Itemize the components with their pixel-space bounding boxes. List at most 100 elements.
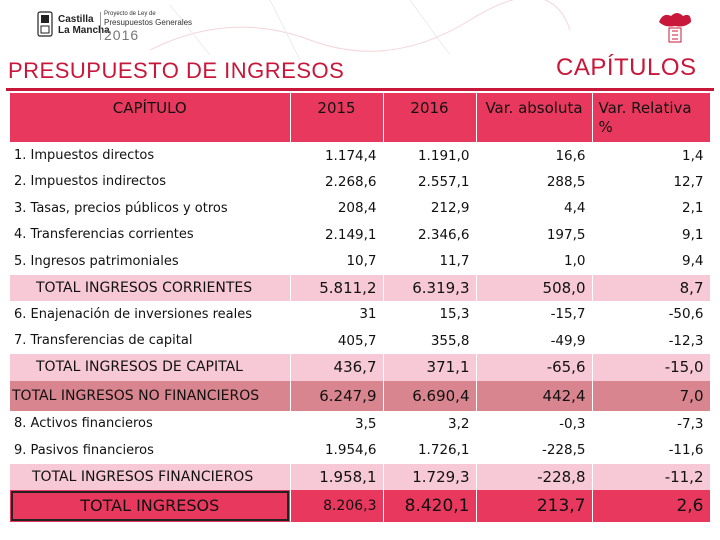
cell-var-rel: -15,0 [592,354,711,381]
cell-2015: 8.206,3 [290,490,384,523]
table-row: 1. Impuestos directos 1.174,4 1.191,0 16… [10,142,711,169]
cell-var-abs: -49,9 [476,327,593,354]
cell-2016: 1.726,1 [383,437,477,464]
cell-2016: 1.729,3 [383,463,477,490]
cell-2016: 11,7 [383,248,477,275]
cell-var-rel: 1,4 [592,142,711,169]
subtotal-row-capital: TOTAL INGRESOS DE CAPITAL 436,7 371,1 -6… [10,354,711,381]
table-row: 6. Enajenación de inversiones reales 31 … [10,301,711,328]
row-label: 8. Activos financieros [10,410,291,437]
row-label: TOTAL INGRESOS [10,490,291,523]
grand-total-row: TOTAL INGRESOS 8.206,3 8.420,1 213,7 2,6 [10,490,711,523]
row-label: 7. Transferencias de capital [10,327,291,354]
law-year: 2016 [104,27,140,43]
cell-2016: 212,9 [383,195,477,222]
cell-var-rel: 12,7 [592,168,711,195]
row-label: 2. Impuestos indirectos [10,168,291,195]
cell-2015: 405,7 [290,327,384,354]
table-row: 9. Pasivos financieros 1.954,6 1.726,1 -… [10,437,711,464]
cell-var-rel: -7,3 [592,410,711,437]
page-title: PRESUPUESTO DE INGRESOS [8,58,345,83]
table-row: 3. Tasas, precios públicos y otros 208,4… [10,195,711,222]
cell-2016: 1.191,0 [383,142,477,169]
cell-2016: 3,2 [383,410,477,437]
cell-2016: 371,1 [383,354,477,381]
cell-2015: 6.247,9 [290,380,384,411]
section-title: CAPÍTULOS [556,54,697,81]
region-logo-icon [659,13,691,43]
row-label: 9. Pasivos financieros [10,437,291,464]
table-row: 8. Activos financieros 3,5 3,2 -0,3 -7,3 [10,410,711,437]
cell-var-rel: 2,1 [592,195,711,222]
brand-line-1: Castilla [58,14,94,25]
cell-var-abs: 213,7 [476,490,593,523]
cell-2015: 1.954,6 [290,437,384,464]
subtotal-row-financieros: TOTAL INGRESOS FINANCIEROS 1.958,1 1.729… [10,463,711,490]
cell-2016: 15,3 [383,301,477,328]
cell-2016: 355,8 [383,327,477,354]
col-header-capitulo: CAPÍTULO [10,93,291,143]
cell-2015: 1.958,1 [290,463,384,490]
cell-var-rel: 2,6 [592,490,711,523]
table-row: 7. Transferencias de capital 405,7 355,8… [10,327,711,354]
cell-2015: 3,5 [290,410,384,437]
cell-2015: 1.174,4 [290,142,384,169]
cell-var-abs: -228,5 [476,437,593,464]
law-line-2: Presupuestos Generales [104,18,193,27]
row-label: 3. Tasas, precios públicos y otros [10,195,291,222]
cell-var-abs: 197,5 [476,221,593,248]
col-header-var-absoluta: Var. absoluta [476,93,593,143]
crest-icon [37,11,53,37]
cell-var-rel: 9,4 [592,248,711,275]
watermark-graphic [150,0,570,60]
cell-2016: 2.346,6 [383,221,477,248]
row-label: TOTAL INGRESOS DE CAPITAL [10,354,291,381]
cell-var-rel: 9,1 [592,221,711,248]
cell-2015: 208,4 [290,195,384,222]
slide-header: Castilla La Mancha Proyecto de Ley de Pr… [0,0,720,92]
cell-2016: 8.420,1 [383,490,477,523]
cell-2016: 2.557,1 [383,168,477,195]
income-table: CAPÍTULO 2015 2016 Var. absoluta Var. Re… [10,93,711,523]
cell-var-abs: -15,7 [476,301,593,328]
law-line-1: Proyecto de Ley de [104,11,156,17]
cell-var-abs: -0,3 [476,410,593,437]
col-header-var-relativa: Var. Relativa % [592,93,711,143]
row-label: TOTAL INGRESOS CORRIENTES [10,274,291,301]
table-row: 2. Impuestos indirectos 2.268,6 2.557,1 … [10,168,711,195]
row-label: TOTAL INGRESOS FINANCIEROS [10,463,291,490]
cell-2015: 5.811,2 [290,274,384,301]
subtotal-row-no-financieros: TOTAL INGRESOS NO FINANCIEROS 6.247,9 6.… [10,380,711,411]
row-label: 6. Enajenación de inversiones reales [10,301,291,328]
law-title: Proyecto de Ley de Presupuestos Generale… [104,10,192,43]
cell-2015: 31 [290,301,384,328]
cell-2016: 6.319,3 [383,274,477,301]
row-label: 4. Transferencias corrientes [10,221,291,248]
cell-var-abs: 442,4 [476,380,593,411]
cell-var-rel: -11,2 [592,463,711,490]
cell-var-abs: 16,6 [476,142,593,169]
cell-var-abs: 1,0 [476,248,593,275]
brand-line-2: La Mancha [58,25,110,36]
table-row: 4. Transferencias corrientes 2.149,1 2.3… [10,221,711,248]
cell-var-rel: 7,0 [592,380,711,411]
cell-var-rel: -12,3 [592,327,711,354]
cell-2015: 2.268,6 [290,168,384,195]
cell-var-abs: 508,0 [476,274,593,301]
title-underline [6,88,714,91]
cell-var-abs: -65,6 [476,354,593,381]
header-divider [100,12,101,40]
subtotal-row-corrientes: TOTAL INGRESOS CORRIENTES 5.811,2 6.319,… [10,274,711,301]
cell-var-abs: 4,4 [476,195,593,222]
table-header-row: CAPÍTULO 2015 2016 Var. absoluta Var. Re… [10,93,711,143]
row-label: TOTAL INGRESOS NO FINANCIEROS [10,380,291,411]
cell-2015: 436,7 [290,354,384,381]
cell-var-abs: 288,5 [476,168,593,195]
table-row: 5. Ingresos patrimoniales 10,7 11,7 1,0 … [10,248,711,275]
cell-var-rel: 8,7 [592,274,711,301]
cell-var-rel: -11,6 [592,437,711,464]
col-header-2016: 2016 [383,93,477,143]
row-label: 5. Ingresos patrimoniales [10,248,291,275]
cell-var-abs: -228,8 [476,463,593,490]
col-header-2015: 2015 [290,93,384,143]
